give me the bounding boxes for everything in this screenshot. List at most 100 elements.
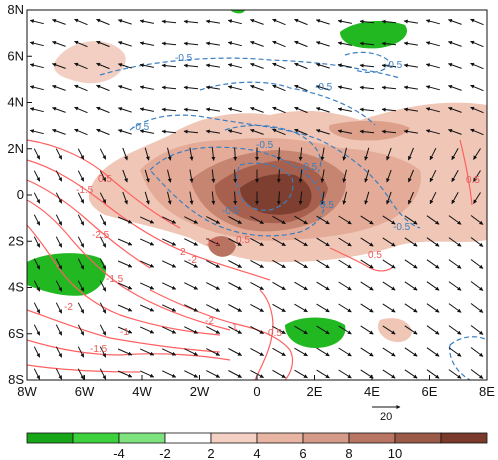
colorbar-label: -2 [159, 446, 171, 460]
wind-arrow [139, 370, 155, 378]
wind-arrow [139, 238, 155, 246]
contour-label: -2 [205, 316, 214, 327]
contour-label: 0.5 [466, 175, 480, 186]
colorbar-label: 8 [345, 446, 352, 460]
wind-arrow [96, 128, 110, 136]
wind-arrow [139, 326, 155, 334]
wind-arrow [29, 41, 44, 47]
wind-arrow [99, 346, 107, 358]
wind-arrow [139, 282, 155, 290]
colorbar-segment [72, 432, 120, 444]
y-tick-label: 8N [7, 2, 24, 17]
wind-arrow [250, 281, 264, 291]
wind-arrow [386, 191, 392, 205]
wind-arrow [161, 85, 177, 90]
wind-arrow [183, 41, 199, 46]
wind-arrow [99, 192, 107, 204]
y-tick-label: 4S [8, 280, 24, 295]
wind-arrow [29, 19, 44, 25]
wind-arrow [272, 18, 286, 26]
wind-arrow [337, 41, 352, 46]
wind-arrow [338, 237, 352, 247]
wind-arrow [183, 129, 199, 134]
contour-label: -0.5 [393, 222, 411, 233]
wind-arrow [250, 347, 264, 357]
wind-arrow [96, 18, 110, 26]
wind-arrow [382, 281, 396, 291]
wind-arrow [426, 347, 440, 357]
wind-arrow [55, 192, 63, 204]
wind-arrow [205, 107, 220, 112]
wind-arrow [426, 325, 440, 335]
wind-arrow [364, 191, 370, 205]
contour-label: -1.5 [76, 185, 94, 196]
contour-label: 1.5 [206, 237, 220, 248]
wind-arrow [429, 191, 437, 205]
wind-arrow [144, 191, 150, 205]
wind-arrow [144, 169, 150, 183]
wind-arrow [139, 129, 154, 134]
wind-arrow [382, 325, 396, 335]
wind-arrow [359, 41, 375, 46]
colorbar-segment [302, 432, 350, 444]
wind-arrow [451, 192, 459, 205]
wind-arrow [382, 259, 396, 269]
wind-arrow [206, 370, 221, 378]
wind-arrow [381, 41, 397, 46]
wind-arrow [448, 281, 462, 291]
wind-arrow [161, 370, 177, 378]
wind-arrow [316, 303, 330, 313]
contour-label: -2 [188, 255, 197, 266]
wind-arrow [448, 40, 462, 47]
wind-arrow [338, 259, 352, 269]
wind-arrow [33, 302, 41, 314]
wind-arrow [77, 236, 85, 248]
wind-arrow [117, 370, 133, 378]
wind-arrow [298, 191, 303, 205]
wind-arrow [359, 63, 375, 68]
wind-arrow [161, 216, 177, 224]
plot-area: -0.5 -0.5 -0.5 -0.5 -0.5 -0.5 -0.5 0.5 -… [27, 10, 487, 380]
wind-arrow [315, 85, 330, 91]
wind-arrow [139, 107, 154, 112]
wind-arrow [77, 280, 85, 292]
wind-arrow [52, 106, 66, 113]
wind-arrow [404, 303, 418, 313]
wind-arrow [55, 170, 63, 182]
wind-arrow [161, 238, 177, 246]
wind-arrow [52, 84, 66, 91]
wind-arrow [382, 215, 396, 225]
wind-arrow [272, 237, 286, 247]
wind-arrow [33, 368, 41, 380]
wind-arrow [96, 40, 110, 48]
wind-arrow [117, 85, 132, 91]
y-tick-label: 4N [7, 95, 24, 110]
wind-arrow [429, 169, 437, 183]
wind-arrow [359, 107, 375, 112]
wind-arrow [205, 19, 220, 24]
colorbar-label: -4 [113, 446, 125, 460]
wind-arrow [294, 237, 308, 247]
wind-arrow [55, 258, 63, 270]
wind-arrow [425, 63, 440, 69]
wind-arrow [426, 369, 440, 379]
wind-arrow [382, 303, 396, 313]
wind-arrow [117, 107, 132, 113]
wind-arrow [404, 237, 418, 247]
wind-arrow [342, 147, 347, 161]
wind-arrow [96, 62, 110, 70]
wind-arrow [77, 258, 85, 270]
wind-arrow [206, 282, 221, 290]
wind-arrow [161, 260, 177, 268]
wind-arrow [167, 191, 172, 205]
contour-label: -2.5 [92, 230, 110, 241]
wind-arrow [55, 368, 63, 380]
x-axis: 8W 6W 4W 2W 0 2E 4E 6E 8E [17, 375, 495, 399]
wind-arrow [360, 281, 374, 291]
wind-arrow [470, 325, 484, 335]
wind-arrow [294, 62, 308, 70]
wind-arrow [294, 325, 308, 335]
wind-arrow [403, 63, 418, 68]
wind-arrow [227, 129, 242, 135]
wind-arrow [338, 347, 352, 357]
